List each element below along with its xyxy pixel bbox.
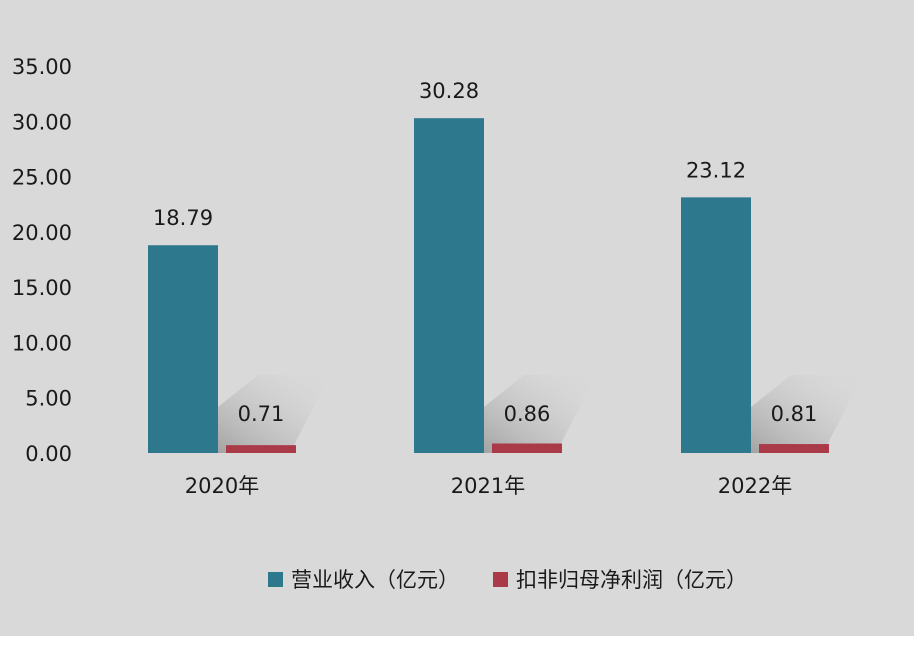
data-label-revenue: 30.28 — [419, 79, 479, 103]
bar-net-profit — [492, 443, 562, 453]
legend-label: 扣非归母净利润（亿元） — [516, 568, 747, 592]
x-category-label: 2022年 — [718, 474, 792, 498]
legend-swatch — [268, 572, 283, 587]
bar-shadow — [218, 375, 330, 453]
data-label-net-profit: 0.71 — [238, 402, 285, 426]
y-tick-label: 35.00 — [12, 55, 72, 79]
data-label-net-profit: 0.86 — [504, 402, 551, 426]
x-category-label: 2021年 — [451, 474, 525, 498]
y-tick-label: 10.00 — [12, 331, 72, 355]
bar-net-profit — [226, 445, 296, 453]
y-tick-label: 25.00 — [12, 166, 72, 190]
bar-net-profit — [759, 444, 829, 453]
bar-shadow — [751, 375, 863, 453]
data-label-revenue: 18.79 — [153, 206, 213, 230]
legend-swatch — [493, 572, 508, 587]
y-tick-label: 5.00 — [25, 387, 72, 411]
y-tick-label: 20.00 — [12, 221, 72, 245]
x-category-label: 2020年 — [185, 474, 259, 498]
bar-revenue — [414, 118, 484, 454]
y-tick-label: 0.00 — [25, 442, 72, 466]
bar-shadow — [484, 375, 596, 453]
bar-revenue — [148, 245, 218, 453]
y-tick-label: 30.00 — [12, 110, 72, 134]
data-label-net-profit: 0.81 — [771, 402, 818, 426]
bar-revenue — [681, 197, 751, 453]
legend-label: 营业收入（亿元） — [291, 568, 459, 592]
y-tick-label: 15.00 — [12, 276, 72, 300]
data-label-revenue: 23.12 — [686, 158, 746, 182]
